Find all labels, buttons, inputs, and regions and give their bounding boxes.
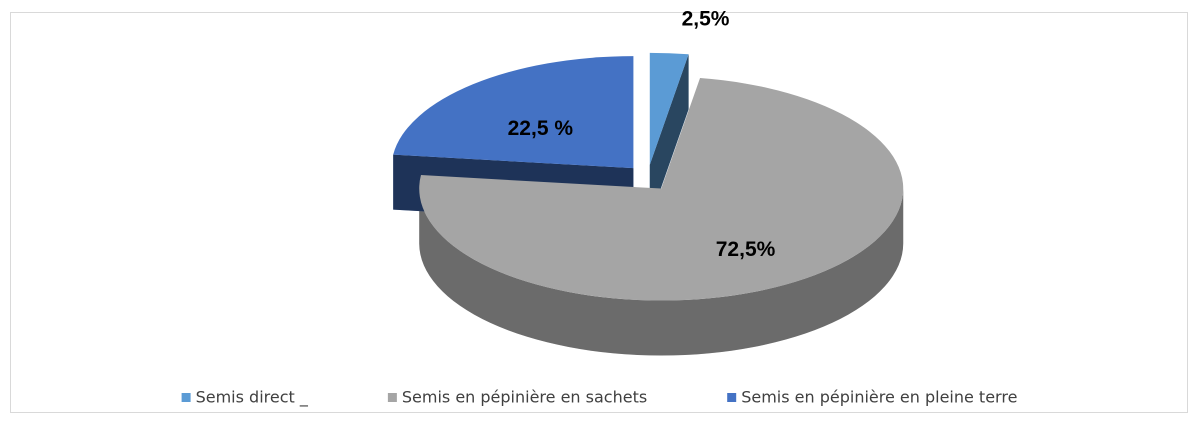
legend-label: Semis en pépinière en sachets bbox=[402, 388, 647, 407]
slice-side-shade bbox=[649, 54, 689, 220]
legend-swatch bbox=[181, 393, 191, 402]
value-label: 22,5 % bbox=[508, 117, 574, 140]
value-label: 72,5% bbox=[716, 238, 776, 261]
legend-label: Semis direct _ bbox=[196, 388, 309, 408]
legend-swatch bbox=[387, 393, 397, 402]
legend-swatch bbox=[727, 393, 737, 402]
slice bbox=[393, 56, 634, 169]
legend-label: Semis en pépinière en pleine terre bbox=[741, 388, 1017, 407]
slice bbox=[649, 52, 689, 165]
slice bbox=[419, 78, 904, 301]
value-label: 2,5% bbox=[682, 7, 730, 30]
legend: Semis direct _ Semis en pépinière en sach… bbox=[181, 388, 1017, 408]
slice-wall-shade bbox=[419, 188, 904, 356]
slice-wall bbox=[419, 188, 904, 356]
